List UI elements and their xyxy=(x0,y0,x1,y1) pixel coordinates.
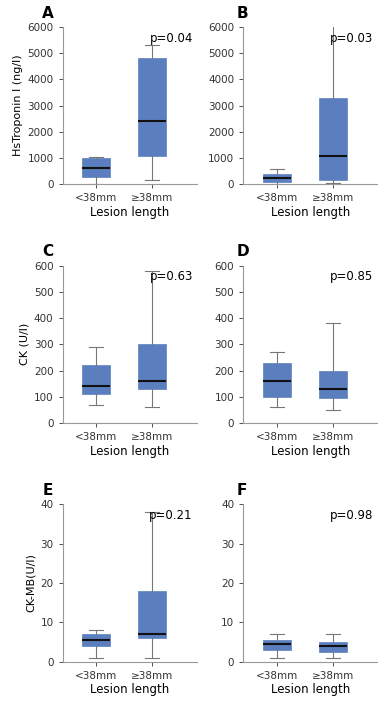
X-axis label: Lesion length: Lesion length xyxy=(90,445,169,458)
PathPatch shape xyxy=(263,363,291,397)
PathPatch shape xyxy=(263,174,291,183)
Y-axis label: CK-MB(U/l): CK-MB(U/l) xyxy=(26,553,36,612)
PathPatch shape xyxy=(138,591,166,638)
Y-axis label: CK (U/l): CK (U/l) xyxy=(20,323,30,366)
PathPatch shape xyxy=(82,158,110,177)
Text: p=0.04: p=0.04 xyxy=(149,32,193,45)
PathPatch shape xyxy=(319,642,347,651)
Text: A: A xyxy=(43,6,54,20)
X-axis label: Lesion length: Lesion length xyxy=(271,445,350,458)
Text: B: B xyxy=(236,6,248,20)
PathPatch shape xyxy=(319,371,347,398)
Text: p=0.03: p=0.03 xyxy=(330,32,373,45)
Text: E: E xyxy=(43,483,53,498)
PathPatch shape xyxy=(319,98,347,180)
PathPatch shape xyxy=(263,640,291,650)
Text: p=0.85: p=0.85 xyxy=(330,270,373,284)
Text: D: D xyxy=(236,244,249,259)
X-axis label: Lesion length: Lesion length xyxy=(271,206,350,219)
Text: p=0.21: p=0.21 xyxy=(149,509,193,522)
Text: p=0.98: p=0.98 xyxy=(330,509,373,522)
Y-axis label: HsTroponin I (ng/l): HsTroponin I (ng/l) xyxy=(13,55,23,157)
PathPatch shape xyxy=(138,58,166,156)
Text: p=0.63: p=0.63 xyxy=(149,270,193,284)
PathPatch shape xyxy=(82,365,110,394)
PathPatch shape xyxy=(138,344,166,389)
Text: C: C xyxy=(43,244,54,259)
PathPatch shape xyxy=(82,634,110,646)
X-axis label: Lesion length: Lesion length xyxy=(271,684,350,696)
Text: F: F xyxy=(236,483,247,498)
X-axis label: Lesion length: Lesion length xyxy=(90,684,169,696)
X-axis label: Lesion length: Lesion length xyxy=(90,206,169,219)
